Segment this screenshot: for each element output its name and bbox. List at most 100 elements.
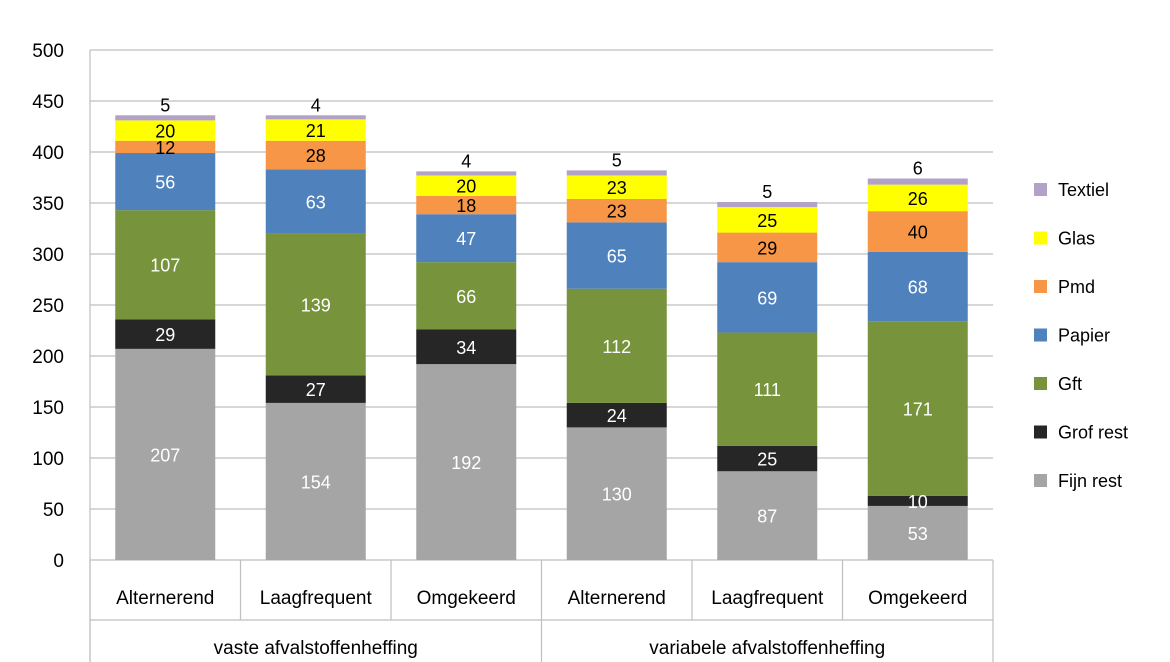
bar-segment-gft	[717, 332, 818, 446]
data-label: 107	[150, 256, 180, 276]
data-label: 5	[612, 150, 622, 170]
data-label: 192	[451, 453, 481, 473]
bars	[115, 115, 968, 560]
y-tick-label: 0	[53, 551, 64, 572]
data-label: 69	[757, 288, 777, 308]
legend-item-label: Grof rest	[1058, 423, 1128, 443]
legend-swatch	[1034, 425, 1047, 439]
data-label: 29	[155, 325, 175, 345]
data-label: 28	[306, 146, 326, 166]
bar-segment-grof-rest	[566, 402, 667, 428]
y-tick-label: 500	[32, 41, 64, 62]
bar-segment-fijn-rest	[265, 402, 366, 560]
bar-segment-glas	[115, 120, 216, 141]
data-label: 112	[602, 337, 631, 357]
legend: Textiel Glas Pmd Papier Gft Grof rest Fijn res…	[1034, 180, 1128, 491]
legend-item-label: Gft	[1058, 374, 1082, 394]
data-label: 26	[908, 189, 928, 209]
y-tick-label: 350	[32, 194, 64, 215]
data-label: 139	[301, 295, 331, 315]
data-label: 6	[913, 159, 923, 179]
legend-item-label: Papier	[1058, 326, 1110, 346]
data-label: 63	[306, 192, 326, 212]
y-tick-label: 250	[32, 296, 64, 317]
legend-item-label: Textiel	[1058, 180, 1109, 200]
data-label: 25	[757, 450, 777, 470]
legend-swatch	[1034, 377, 1047, 390]
y-tick-label: 450	[32, 92, 64, 113]
y-tick-label: 100	[32, 449, 64, 470]
data-label: 111	[754, 380, 781, 400]
y-tick-label: 200	[32, 347, 64, 368]
bar-segment-fijn-rest	[566, 427, 667, 560]
legend-swatch	[1034, 280, 1047, 293]
data-label: 34	[456, 338, 476, 358]
bar-segment-textiel	[867, 178, 968, 185]
y-tick-label: 400	[32, 143, 64, 164]
bar-segment-papier	[416, 214, 517, 263]
data-label: 23	[607, 178, 627, 198]
data-label: 68	[908, 278, 928, 298]
bar-segment-pmd	[867, 211, 968, 252]
data-label: 10	[908, 492, 928, 512]
bar-segment-textiel	[265, 115, 366, 120]
bar-segment-papier	[115, 153, 216, 211]
bar-segment-textiel	[717, 201, 818, 208]
data-label: 12	[155, 138, 175, 158]
legend-swatch	[1034, 231, 1047, 245]
bar-segment-pmd	[566, 198, 667, 223]
bar-segment-grof-rest	[717, 445, 818, 472]
bar-segment-papier	[867, 251, 968, 322]
data-label: 27	[306, 380, 326, 400]
bar-segment-glas	[416, 175, 517, 196]
x-category-label: Laagfrequent	[260, 588, 373, 609]
data-label: 5	[762, 182, 772, 202]
bar-segment-gft	[115, 210, 216, 320]
legend-swatch	[1034, 328, 1047, 342]
x-group-label: vaste afvalstoffenheffing	[214, 638, 418, 659]
bar-segment-papier	[265, 169, 366, 234]
legend-item-label: Pmd	[1058, 277, 1095, 297]
data-labels: 2072910756122051542713963282141923466471…	[150, 95, 933, 544]
data-label: 20	[155, 122, 175, 142]
data-label: 65	[607, 247, 627, 267]
bar-segment-glas	[265, 119, 366, 141]
bar-segment-glas	[566, 175, 667, 199]
x-category-label: Omgekeerd	[868, 588, 967, 609]
legend-item-label: Glas	[1058, 229, 1095, 249]
bar-segment-textiel	[115, 115, 216, 121]
bar-segment-pmd	[416, 195, 517, 215]
bar-segment-gft	[265, 233, 366, 376]
bar-segment-gft	[867, 321, 968, 496]
bar-segment-pmd	[717, 232, 818, 263]
data-label: 25	[757, 211, 777, 231]
data-label: 24	[607, 406, 627, 426]
bar-segment-fijn-rest	[717, 471, 818, 560]
data-label: 21	[306, 121, 326, 141]
data-label: 207	[150, 445, 180, 465]
x-category-label: Laagfrequent	[711, 588, 824, 609]
data-label: 56	[155, 173, 175, 193]
bar-segment-grof-rest	[265, 375, 366, 403]
data-label: 47	[456, 229, 476, 249]
bar-segment-pmd	[265, 140, 366, 170]
data-label: 4	[461, 151, 471, 171]
data-label: 154	[301, 472, 331, 492]
data-label: 130	[602, 485, 632, 505]
y-tick-label: 300	[32, 245, 64, 266]
bar-segment-fijn-rest	[416, 364, 517, 560]
data-label: 5	[160, 95, 170, 115]
legend-swatch	[1034, 474, 1047, 487]
x-group-label: variabele afvalstoffenheffing	[649, 638, 885, 659]
data-label: 66	[456, 287, 476, 307]
data-label: 29	[757, 238, 777, 258]
data-label: 40	[908, 223, 928, 243]
bar-segment-textiel	[566, 170, 667, 176]
bar-segment-glas	[717, 207, 818, 233]
bar-segment-gft	[416, 262, 517, 330]
bar-segment-grof-rest	[867, 495, 968, 506]
y-tick-label: 150	[32, 398, 64, 419]
legend-swatch	[1034, 183, 1047, 196]
